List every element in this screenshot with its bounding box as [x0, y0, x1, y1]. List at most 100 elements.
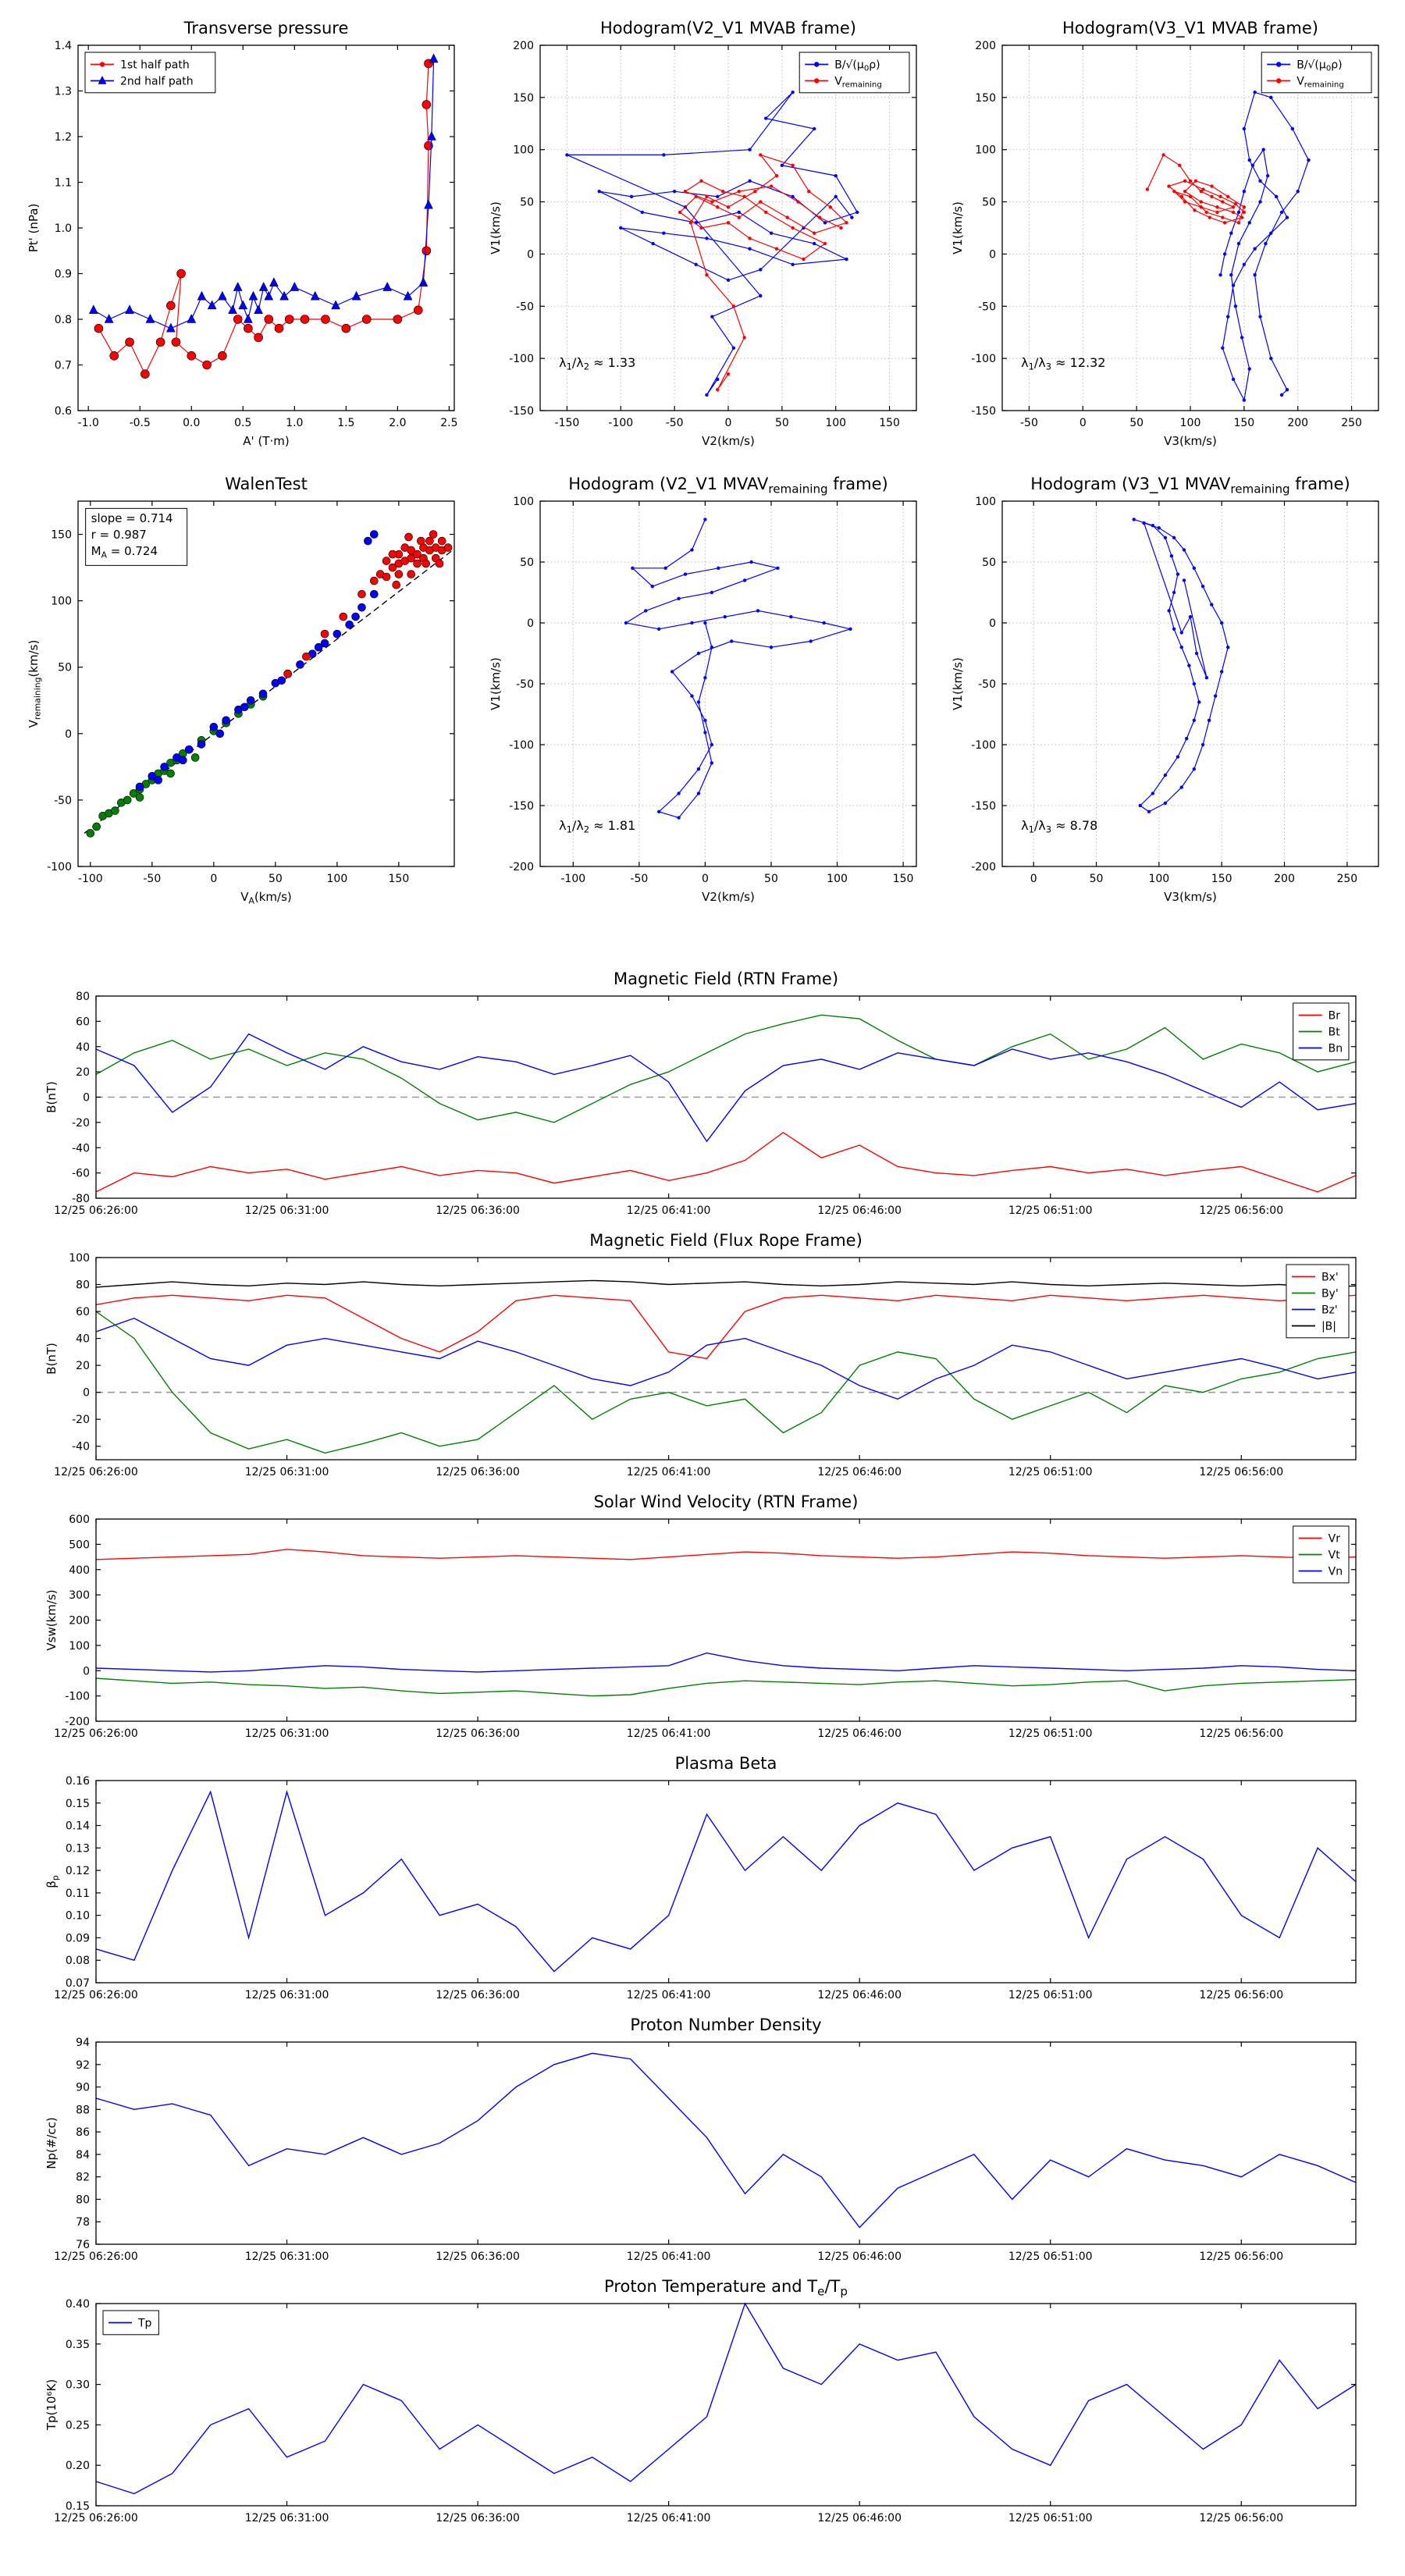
svg-text:|B|: |B|	[1321, 1321, 1336, 1333]
svg-text:12/25 06:31:00: 12/25 06:31:00	[245, 1204, 329, 1217]
svg-text:150: 150	[389, 873, 410, 885]
svg-text:200: 200	[69, 1615, 90, 1628]
svg-text:92: 92	[76, 2059, 90, 2072]
svg-text:B(nT): B(nT)	[44, 1081, 59, 1113]
svg-text:-150: -150	[509, 405, 534, 418]
svg-text:20: 20	[76, 1360, 90, 1372]
svg-text:1.0: 1.0	[55, 222, 72, 235]
svg-text:100: 100	[69, 1640, 90, 1653]
svg-text:12/25 06:56:00: 12/25 06:56:00	[1199, 1466, 1283, 1478]
svg-text:12/25 06:31:00: 12/25 06:31:00	[245, 2250, 329, 2263]
svg-text:12/25 06:36:00: 12/25 06:36:00	[436, 1204, 520, 1217]
svg-text:12/25 06:46:00: 12/25 06:46:00	[817, 1466, 902, 1478]
proton-temperature-chart: 12/25 06:26:00 12/25 06:31:00 12/25 06:36:…	[30, 2271, 1375, 2532]
svg-text:-50: -50	[1020, 417, 1038, 429]
svg-text:1.2: 1.2	[55, 131, 72, 144]
svg-text:12/25 06:51:00: 12/25 06:51:00	[1008, 1727, 1093, 1740]
svg-text:Transverse pressure: Transverse pressure	[183, 19, 349, 37]
svg-text:0.40: 0.40	[66, 2298, 90, 2311]
svg-text:0.07: 0.07	[66, 1977, 90, 1990]
svg-text:12/25 06:51:00: 12/25 06:51:00	[1008, 2250, 1093, 2263]
hodogram-v3v1-mvav-chart: 0 50 100 150 200 250 -200 -150 -100 -50 0 50 100 Hodo…	[938, 465, 1391, 912]
svg-text:Np(#/cc): Np(#/cc)	[44, 2117, 59, 2169]
svg-text:V2(km/s): V2(km/s)	[702, 890, 755, 904]
svg-text:0.20: 0.20	[66, 2460, 90, 2472]
svg-text:Hodogram(V3_V1 MVAB frame): Hodogram(V3_V1 MVAB frame)	[1062, 19, 1318, 38]
svg-text:0.11: 0.11	[66, 1888, 90, 1900]
svg-text:1.0: 1.0	[286, 417, 303, 429]
svg-text:40: 40	[76, 1333, 90, 1346]
svg-text:86: 86	[76, 2126, 90, 2139]
svg-text:0.8: 0.8	[55, 314, 72, 326]
svg-text:200: 200	[513, 40, 534, 52]
svg-text:V1(km/s): V1(km/s)	[489, 201, 503, 254]
svg-text:B/√(μ0ρ): B/√(μ0ρ)	[1297, 59, 1342, 73]
svg-text:λ1/λ2 ≈ 1.81: λ1/λ2 ≈ 1.81	[559, 818, 635, 835]
svg-text:V3(km/s): V3(km/s)	[1164, 890, 1217, 904]
svg-text:0.5: 0.5	[234, 417, 251, 429]
svg-text:0: 0	[527, 248, 534, 261]
svg-text:0.12: 0.12	[66, 1865, 90, 1877]
svg-text:84: 84	[76, 2149, 90, 2161]
svg-text:150: 150	[879, 417, 900, 429]
svg-text:100: 100	[69, 1252, 90, 1265]
svg-text:12/25 06:36:00: 12/25 06:36:00	[436, 1989, 520, 2001]
svg-text:βp: βp	[44, 1875, 60, 1888]
svg-text:-20: -20	[72, 1414, 90, 1426]
svg-text:-150: -150	[971, 405, 996, 418]
svg-text:500: 500	[69, 1539, 90, 1551]
svg-text:-150: -150	[509, 800, 534, 813]
svg-text:-0.5: -0.5	[130, 417, 151, 429]
svg-text:0: 0	[1030, 873, 1037, 885]
svg-text:12/25 06:46:00: 12/25 06:46:00	[817, 1727, 902, 1740]
magnetic-field-fluxrope-chart: 12/25 06:26:00 12/25 06:31:00 12/25 06:36:…	[30, 1225, 1375, 1486]
svg-text:12/25 06:56:00: 12/25 06:56:00	[1199, 1204, 1283, 1217]
svg-text:-40: -40	[72, 1441, 90, 1453]
svg-text:0: 0	[65, 728, 72, 741]
svg-text:12/25 06:26:00: 12/25 06:26:00	[54, 1466, 138, 1478]
svg-text:By': By'	[1321, 1288, 1339, 1300]
svg-text:0.6: 0.6	[55, 405, 72, 418]
svg-text:-150: -150	[971, 800, 996, 813]
svg-text:Vt: Vt	[1329, 1550, 1341, 1562]
svg-text:12/25 06:41:00: 12/25 06:41:00	[627, 2512, 711, 2524]
svg-text:B(nT): B(nT)	[44, 1343, 59, 1375]
svg-text:100: 100	[1148, 873, 1169, 885]
svg-text:1st half path: 1st half path	[120, 59, 190, 72]
time-series-stack: 12/25 06:26:00 12/25 06:31:00 12/25 06:36:…	[0, 963, 1405, 2532]
svg-text:250: 250	[1341, 417, 1362, 429]
svg-text:78: 78	[76, 2216, 90, 2229]
svg-text:600: 600	[69, 1514, 90, 1526]
hodogram-v3v1-mvab-chart: -50 0 50 100 150 200 250 -150 -100 -50 0 50 100 150 20…	[938, 9, 1391, 456]
svg-text:12/25 06:41:00: 12/25 06:41:00	[627, 1989, 711, 2001]
svg-text:MA = 0.724: MA = 0.724	[91, 544, 158, 560]
svg-text:Proton Temperature and Te/Tp: Proton Temperature and Te/Tp	[604, 2277, 848, 2299]
svg-text:Tp: Tp	[137, 2318, 152, 2330]
svg-text:12/25 06:36:00: 12/25 06:36:00	[436, 2250, 520, 2263]
svg-text:12/25 06:31:00: 12/25 06:31:00	[245, 1989, 329, 2001]
svg-text:76: 76	[76, 2239, 90, 2251]
hodogram-v2v1-mvab-chart: -150 -100 -50 0 50 100 150 -150 -100 -50 0 50 100 150…	[476, 9, 929, 456]
svg-text:150: 150	[893, 873, 914, 885]
svg-text:50: 50	[764, 873, 778, 885]
svg-text:0.25: 0.25	[66, 2419, 90, 2432]
svg-text:-150: -150	[555, 417, 580, 429]
walen-test-chart: -100 -50 0 50 100 150 -100 -50 0 50 100 150 WalenTes…	[14, 465, 467, 912]
svg-text:V3(km/s): V3(km/s)	[1164, 434, 1217, 448]
svg-text:0.9: 0.9	[55, 269, 72, 281]
svg-text:Hodogram(V2_V1 MVAB frame): Hodogram(V2_V1 MVAB frame)	[600, 19, 856, 38]
svg-text:Vsw(km/s): Vsw(km/s)	[44, 1589, 59, 1650]
svg-text:12/25 06:46:00: 12/25 06:46:00	[817, 1989, 902, 2001]
svg-text:12/25 06:51:00: 12/25 06:51:00	[1008, 2512, 1093, 2524]
svg-text:Bt: Bt	[1329, 1026, 1341, 1039]
svg-text:12/25 06:41:00: 12/25 06:41:00	[627, 1204, 711, 1217]
svg-text:20: 20	[76, 1066, 90, 1079]
svg-text:2.5: 2.5	[440, 417, 457, 429]
solar-wind-velocity-chart: 12/25 06:26:00 12/25 06:31:00 12/25 06:36:…	[30, 1486, 1375, 1748]
svg-text:0: 0	[702, 873, 709, 885]
svg-text:100: 100	[975, 144, 996, 157]
svg-text:200: 200	[1274, 873, 1295, 885]
svg-text:12/25 06:56:00: 12/25 06:56:00	[1199, 2512, 1283, 2524]
svg-text:0: 0	[83, 1665, 90, 1678]
svg-text:90: 90	[76, 2082, 90, 2094]
